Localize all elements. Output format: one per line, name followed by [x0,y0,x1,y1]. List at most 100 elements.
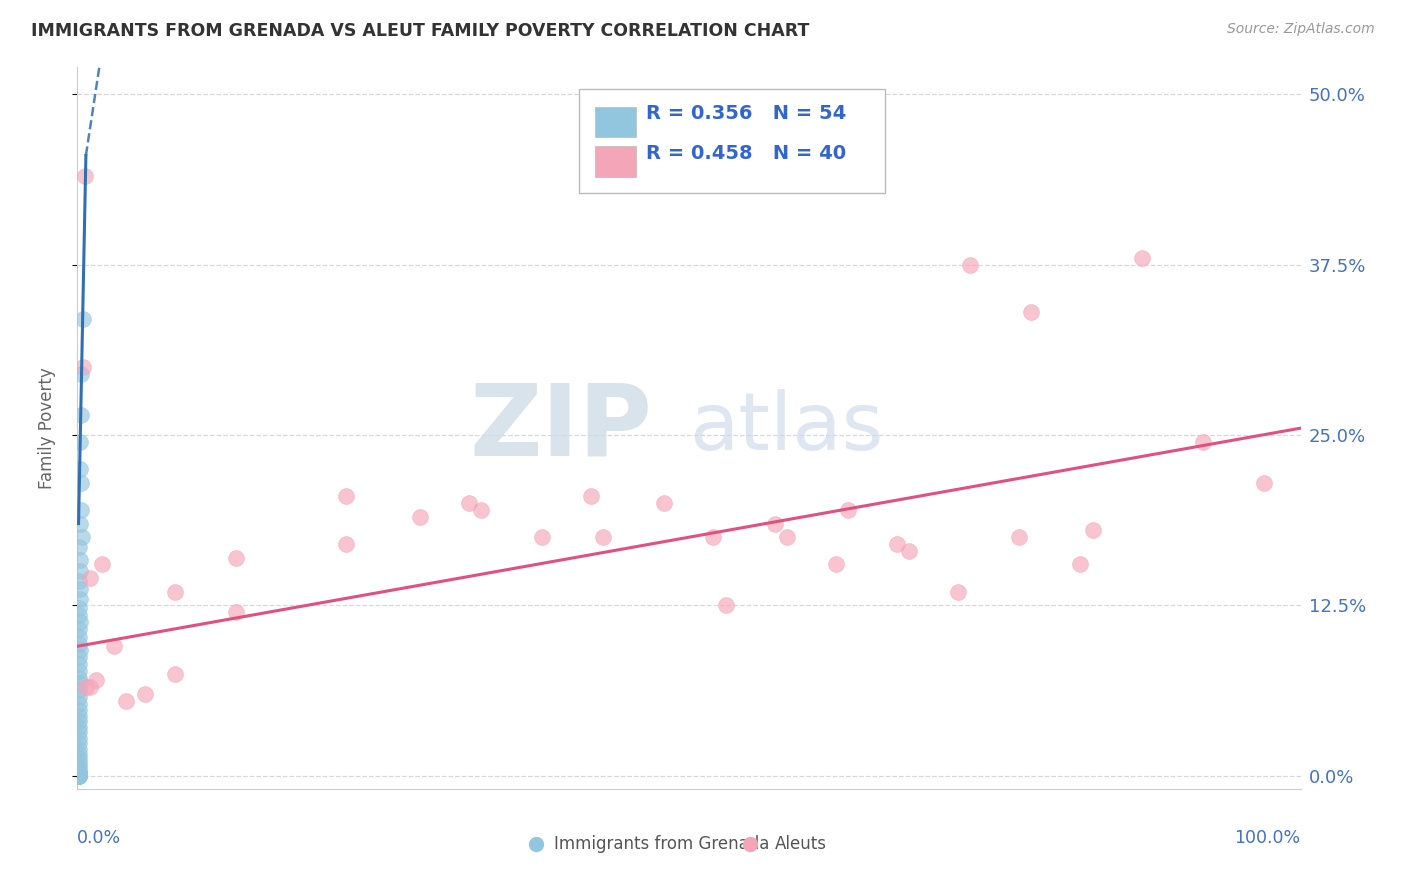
Point [67,747,90,761]
Text: 100.0%: 100.0% [1234,830,1301,847]
Point [70,367,93,381]
Point [115,694,138,708]
Point [67,741,90,756]
Point [67,759,90,773]
Point [67,764,90,779]
Point [69,553,91,567]
Point [103,640,125,654]
Point [1021,305,1043,319]
Point [67,690,90,704]
Point [654,496,676,510]
Point [67,767,90,781]
Point [67,766,90,780]
Point [69,615,91,629]
Text: atlas: atlas [689,389,883,467]
Text: IMMIGRANTS FROM GRENADA VS ALEUT FAMILY POVERTY CORRELATION CHART: IMMIGRANTS FROM GRENADA VS ALEUT FAMILY … [31,22,810,40]
Point [470,503,492,517]
Point [69,434,91,449]
Point [67,762,90,776]
Point [69,516,91,531]
Point [67,630,90,644]
Point [75,680,97,694]
Point [1069,558,1091,572]
Point [165,666,187,681]
Text: R = 0.356   N = 54: R = 0.356 N = 54 [647,104,846,123]
Point [67,767,90,781]
Point [67,703,90,717]
Point [69,643,91,657]
Point [72,312,94,326]
Point [67,697,90,711]
Point [898,544,921,558]
Point [457,496,479,510]
Point [67,755,90,769]
Point [67,720,90,734]
Text: 0.0%: 0.0% [77,830,121,847]
Point [886,537,908,551]
Point [776,530,799,544]
Point [69,591,91,606]
Point [67,636,90,650]
Point [84,673,107,688]
Point [1191,434,1213,449]
Point [67,769,90,783]
Point [67,767,90,781]
Point [67,731,90,745]
Point [1130,251,1153,265]
Point [1081,524,1104,538]
Point [335,489,357,503]
Text: R = 0.458   N = 40: R = 0.458 N = 40 [647,145,846,163]
Point [67,657,90,671]
Point [592,530,614,544]
Point [72,359,94,374]
Point [67,650,90,665]
Point [69,582,91,596]
Point [702,530,724,544]
Point [409,509,432,524]
Point [69,462,91,476]
Point [763,516,786,531]
Point [837,503,859,517]
Point [79,680,101,694]
Point [225,550,247,565]
Point [714,599,737,613]
Text: Immigrants from Grenada: Immigrants from Grenada [554,835,769,853]
Point [67,767,90,781]
Point [1253,475,1275,490]
Point [946,584,969,599]
Point [79,571,101,585]
Point [67,769,90,783]
Point [73,169,96,183]
Point [959,258,981,272]
Point [67,708,90,723]
Point [67,736,90,750]
Point [67,769,90,783]
Point [67,671,90,685]
Point [70,475,93,490]
Text: ZIP: ZIP [470,380,652,476]
Point [67,622,90,636]
Y-axis label: Family Poverty: Family Poverty [38,368,56,489]
Point [90,558,112,572]
Text: Aleuts: Aleuts [775,835,827,853]
Point [67,601,90,615]
Point [69,676,91,690]
Point [67,714,90,729]
Point [740,871,762,885]
Point [335,537,357,551]
Text: Source: ZipAtlas.com: Source: ZipAtlas.com [1227,22,1375,37]
FancyBboxPatch shape [595,146,637,177]
Point [70,530,93,544]
Point [67,607,90,622]
Point [531,530,554,544]
Point [134,687,156,701]
Point [524,871,547,885]
Point [67,751,90,765]
Point [67,767,90,781]
Point [69,564,91,578]
Point [824,558,846,572]
Point [225,605,247,619]
Point [165,584,187,599]
Point [579,489,602,503]
Point [67,769,90,783]
